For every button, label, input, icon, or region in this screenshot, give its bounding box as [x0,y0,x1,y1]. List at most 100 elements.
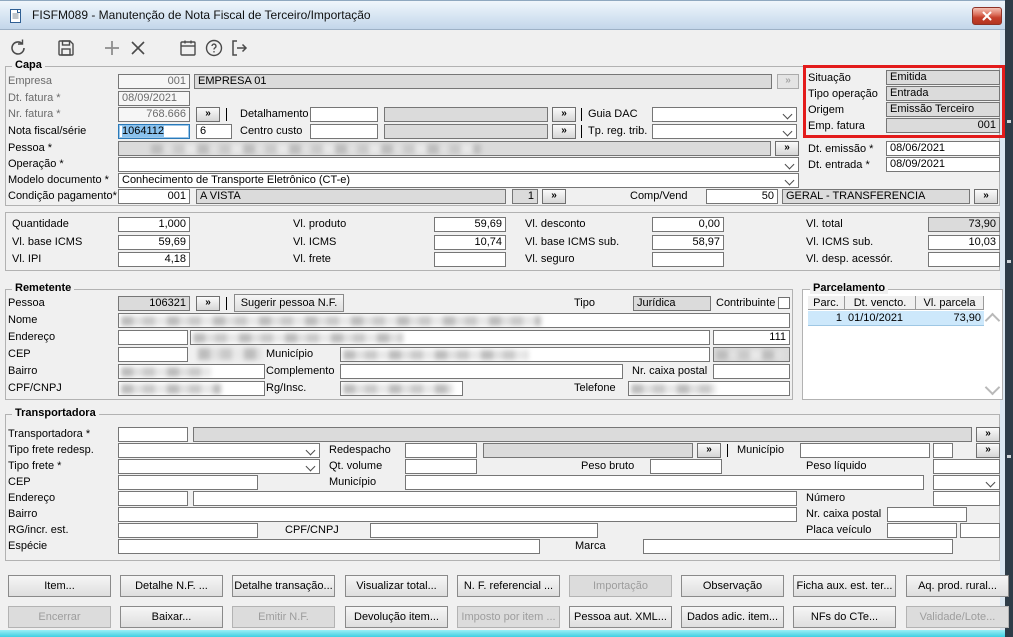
empresa-code-field[interactable]: 001 [118,74,190,89]
nota-fiscal-field[interactable]: 1064112 [118,124,190,139]
dados-adic-item-button[interactable]: Dados adic. item... [681,606,784,628]
detalhamento-lookup-button[interactable]: » [552,107,576,122]
remetente-pessoa-lookup-button[interactable]: » [196,296,220,311]
pessoa-aut-xml-button[interactable]: Pessoa aut. XML... [569,606,672,628]
transportadora-code-field[interactable] [118,427,188,442]
refresh-icon[interactable] [8,38,28,58]
vl-seguro-field[interactable] [652,252,724,267]
nr-fatura-field[interactable]: 768.666 [118,107,190,122]
delete-icon[interactable] [128,38,148,58]
peso-bruto-field[interactable] [650,459,722,474]
complemento-field[interactable] [340,364,623,379]
remetente-numero-field[interactable]: 111 [713,330,790,345]
remetente-nr-caixa-postal-field[interactable] [713,364,790,379]
baixar-button[interactable]: Baixar... [120,606,223,628]
comp-vend-code-field[interactable]: 50 [706,189,778,204]
aq-prod-rural-button[interactable]: Aq. prod. rural... [906,575,1009,597]
item-button[interactable]: Item... [8,575,111,597]
centro-custo-lookup-button[interactable]: » [552,124,576,139]
rg-incr-est-field[interactable] [118,523,258,538]
remetente-nome-field[interactable] [118,313,790,328]
nfs-do-cte-button[interactable]: NFs do CTe... [793,606,896,628]
vl-desconto-field[interactable]: 0,00 [652,217,724,232]
transp-endereco-tipo-field[interactable] [118,491,188,506]
contribuinte-checkbox[interactable] [778,297,790,309]
municipio-redesp-uf-field[interactable] [933,443,953,458]
calendar-icon[interactable] [178,38,198,58]
parcela-row-parc[interactable]: 1 [808,311,845,326]
transportadora-lookup-button[interactable]: » [976,427,1000,442]
vl-frete-field[interactable] [434,252,506,267]
remetente-bairro-field[interactable] [118,364,265,379]
dt-emissao-field[interactable]: 08/06/2021 [886,141,1000,156]
peso-liquido-field[interactable] [933,459,1000,474]
tipo-frete-redesp-combo[interactable] [118,443,320,458]
centro-custo-code-field[interactable] [310,124,378,139]
redespacho-code-field[interactable] [405,443,477,458]
remetente-endereco-field[interactable] [190,330,710,345]
col-header-dt-vencto[interactable]: Dt. vencto. [845,296,916,310]
vl-desp-acessor-field[interactable] [928,252,1000,267]
ficha-aux-button[interactable]: Ficha aux. est. ter... [793,575,896,597]
marca-field[interactable] [643,539,953,554]
parcela-row-vencto[interactable]: 01/10/2021 [845,311,916,326]
col-header-vl-parcela[interactable]: Vl. parcela [916,296,984,310]
transp-numero-field[interactable] [933,491,1000,506]
municipio-redesp-lookup-button[interactable]: » [976,443,1000,458]
guia-dac-combo[interactable] [652,107,797,122]
transp-uf-combo[interactable] [933,475,1000,490]
visualizar-total-button[interactable]: Visualizar total... [345,575,448,597]
pessoa-lookup-button[interactable]: » [775,141,799,156]
nf-referencial-button[interactable]: N. F. referencial ... [457,575,560,597]
vl-base-icms-field[interactable]: 59,69 [118,235,190,250]
transp-bairro-field[interactable] [118,507,797,522]
detalhe-nf-button[interactable]: Detalhe N.F. ... [120,575,223,597]
transp-cpf-cnpj-field[interactable] [370,523,598,538]
placa-uf-field[interactable] [960,523,1000,538]
close-button[interactable] [972,7,1002,25]
serie-field[interactable]: 6 [196,124,232,139]
dt-fatura-field[interactable]: 08/09/2021 [118,91,190,106]
exit-icon[interactable] [229,38,249,58]
condicao-lookup-button[interactable]: » [542,189,566,204]
transp-endereco-field[interactable] [193,491,797,506]
dt-entrada-field[interactable]: 08/09/2021 [886,157,1000,172]
save-icon[interactable] [56,38,76,58]
municipio-redesp-field[interactable] [800,443,930,458]
remetente-cpf-cnpj-field[interactable] [118,381,265,396]
vl-ipi-field[interactable]: 4,18 [118,252,190,267]
rg-insc-field[interactable] [340,381,463,396]
transp-municipio-field[interactable] [405,475,924,490]
especie-field[interactable] [118,539,540,554]
condicao-pagamento-code-field[interactable]: 001 [118,189,190,204]
help-icon[interactable] [204,38,224,58]
transp-nr-caixa-postal-field[interactable] [887,507,967,522]
nr-fatura-lookup-button[interactable]: » [196,107,220,122]
remetente-municipio-field[interactable] [340,347,710,362]
placa-veiculo-field[interactable] [887,523,957,538]
col-header-parc[interactable]: Parc. [808,296,845,310]
remetente-endereco-tipo-field[interactable] [118,330,188,345]
modelo-documento-combo[interactable]: Conhecimento de Transporte Eletrônico (C… [118,173,799,188]
tp-reg-trib-combo[interactable] [652,124,797,139]
devolucao-item-button[interactable]: Devolução item... [345,606,448,628]
remetente-pessoa-field[interactable]: 106321 [118,296,190,311]
tipo-frete-combo[interactable] [118,459,320,474]
observacao-button[interactable]: Observação [681,575,784,597]
operacao-combo[interactable] [118,157,799,172]
remetente-cep-field[interactable] [118,347,188,362]
transp-cep-field[interactable] [118,475,258,490]
quantidade-field[interactable]: 1,000 [118,217,190,232]
comp-vend-lookup-button[interactable]: » [974,189,998,204]
vl-base-icms-sub-field[interactable]: 58,97 [652,235,724,250]
qt-volume-field[interactable] [405,459,477,474]
telefone-field[interactable] [628,381,790,396]
vl-produto-field[interactable]: 59,69 [434,217,506,232]
vl-icms-field[interactable]: 10,74 [434,235,506,250]
detalhe-transacao-button[interactable]: Detalhe transação... [232,575,335,597]
vl-icms-sub-field[interactable]: 10,03 [928,235,1000,250]
add-icon[interactable] [102,38,122,58]
redespacho-lookup-button[interactable]: » [697,443,721,458]
sugerir-pessoa-button[interactable]: Sugerir pessoa N.F. [234,294,344,312]
detalhamento-code-field[interactable] [310,107,378,122]
